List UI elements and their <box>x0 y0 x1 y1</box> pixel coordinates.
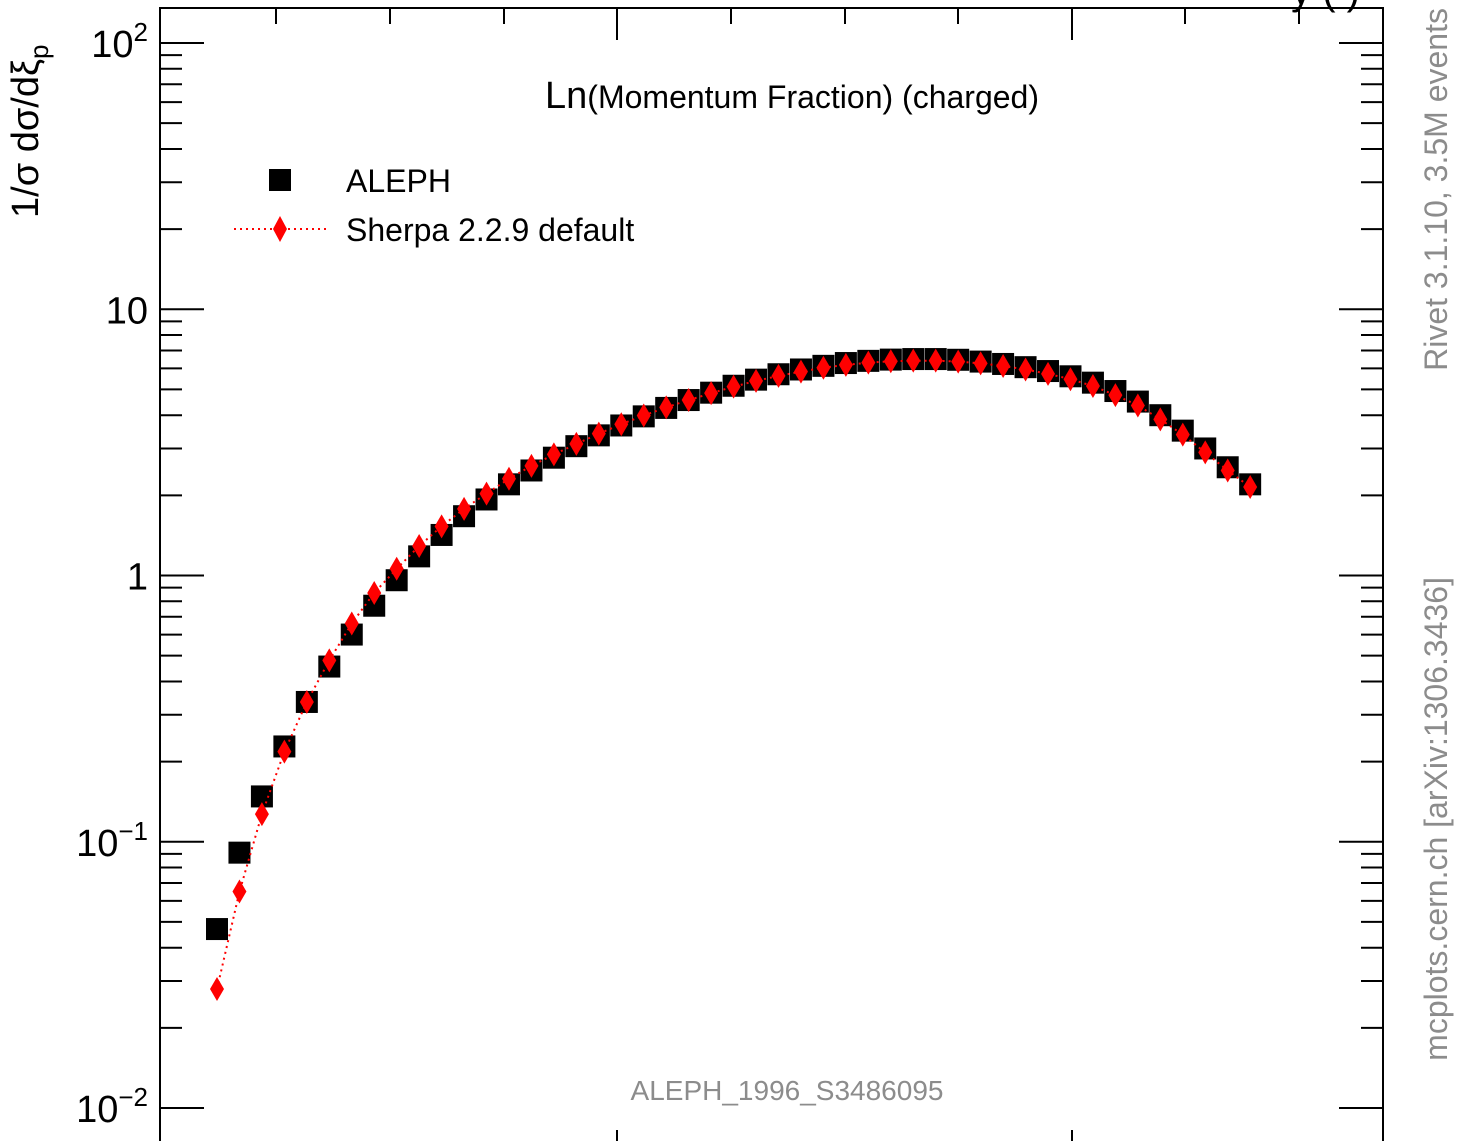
legend-marker-sherpa <box>273 216 287 242</box>
y-axis-title-sub: p <box>24 45 54 59</box>
y-axis-title-main: 1/σ dσ/dξ <box>5 59 47 218</box>
y-tick-label: 10−2 <box>76 1082 148 1131</box>
legend-marker-aleph <box>269 169 291 191</box>
y-tick-label: 10−1 <box>76 816 148 865</box>
y-tick-label-base: 10 <box>91 24 133 66</box>
legend: ALEPH Sherpa 2.2.9 default <box>234 163 634 248</box>
plot-title: Ln(Momentum Fraction) (charged) <box>545 75 1039 117</box>
aleph-point <box>228 842 250 864</box>
mcplots-credit-text: mcplots.cern.ch [arXiv:1306.3436] <box>1418 577 1454 1061</box>
sherpa-line <box>217 361 1250 989</box>
y-tick-label-base: 10 <box>106 290 148 332</box>
plot-frame <box>160 8 1383 1141</box>
legend-label-sherpa: Sherpa 2.2.9 default <box>346 212 634 248</box>
y-axis-ticks <box>160 43 1383 1108</box>
rivet-version-text: Rivet 3.1.10, 3.5M events <box>1418 8 1454 371</box>
y-tick-label: 1 <box>127 557 148 599</box>
y-tick-label: 102 <box>91 17 148 66</box>
y-tick-label-base: 10 <box>76 823 118 865</box>
y-tick-label-exponent: −2 <box>118 1082 148 1112</box>
header-partial-text: y ( ) <box>1291 0 1360 13</box>
analysis-watermark: ALEPH_1996_S3486095 <box>631 1075 944 1106</box>
y-axis-title: 1/σ dσ/dξp <box>5 45 54 218</box>
sherpa-point <box>210 977 224 1001</box>
legend-label-aleph: ALEPH <box>346 163 451 199</box>
y-tick-label-exponent: −1 <box>118 816 148 846</box>
y-tick-label-base: 10 <box>76 1089 118 1131</box>
y-tick-label-base: 1 <box>127 557 148 599</box>
y-tick-label: 10 <box>106 290 148 332</box>
aleph-point <box>206 918 228 940</box>
series-aleph <box>206 348 1261 940</box>
plot-title-prefix: Ln <box>545 75 587 117</box>
plot-title-rest: (Momentum Fraction) (charged) <box>587 79 1039 115</box>
series-sherpa <box>210 349 1257 1001</box>
y-tick-label-exponent: 2 <box>134 17 148 47</box>
sherpa-point <box>232 880 246 904</box>
